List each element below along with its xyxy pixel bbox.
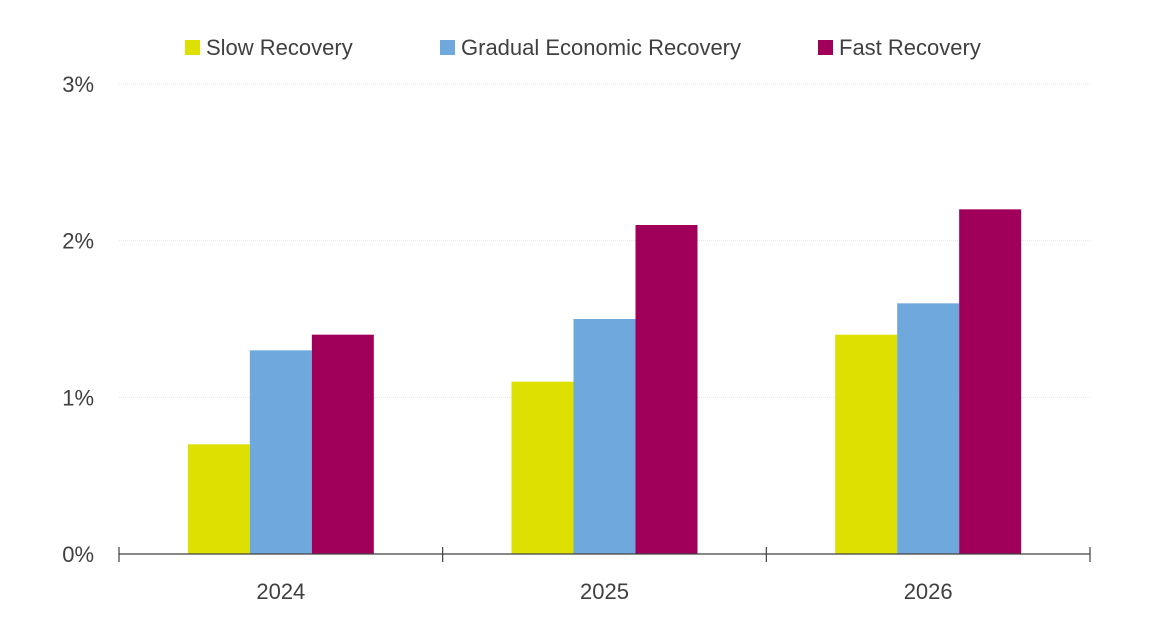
legend-swatch [185,40,200,55]
legend: Slow Recovery Gradual Economic Recovery Fa… [185,35,981,60]
y-tick-label: 3% [62,72,94,97]
bar [635,225,698,554]
y-tick-label: 1% [62,385,94,410]
bars [187,209,1022,555]
legend-label: Fast Recovery [839,35,981,60]
legend-label: Gradual Economic Recovery [461,35,741,60]
x-tick-label: 2026 [904,579,953,604]
x-tick-label: 2024 [256,579,305,604]
bar [187,444,250,554]
bar [311,334,374,554]
x-axis-ticks: 2024 2025 2026 [118,547,1091,604]
bar [511,381,574,554]
bar [573,319,636,554]
bar [249,350,312,554]
x-tick-label: 2025 [580,579,629,604]
bar [835,334,898,554]
legend-label: Slow Recovery [206,35,353,60]
legend-swatch [818,40,833,55]
legend-swatch [440,40,455,55]
bar [897,303,960,554]
y-tick-label: 2% [62,229,94,254]
y-tick-label: 0% [62,542,94,567]
y-axis-ticks: 0% 1% 2% 3% [62,72,94,567]
bar [959,209,1022,555]
